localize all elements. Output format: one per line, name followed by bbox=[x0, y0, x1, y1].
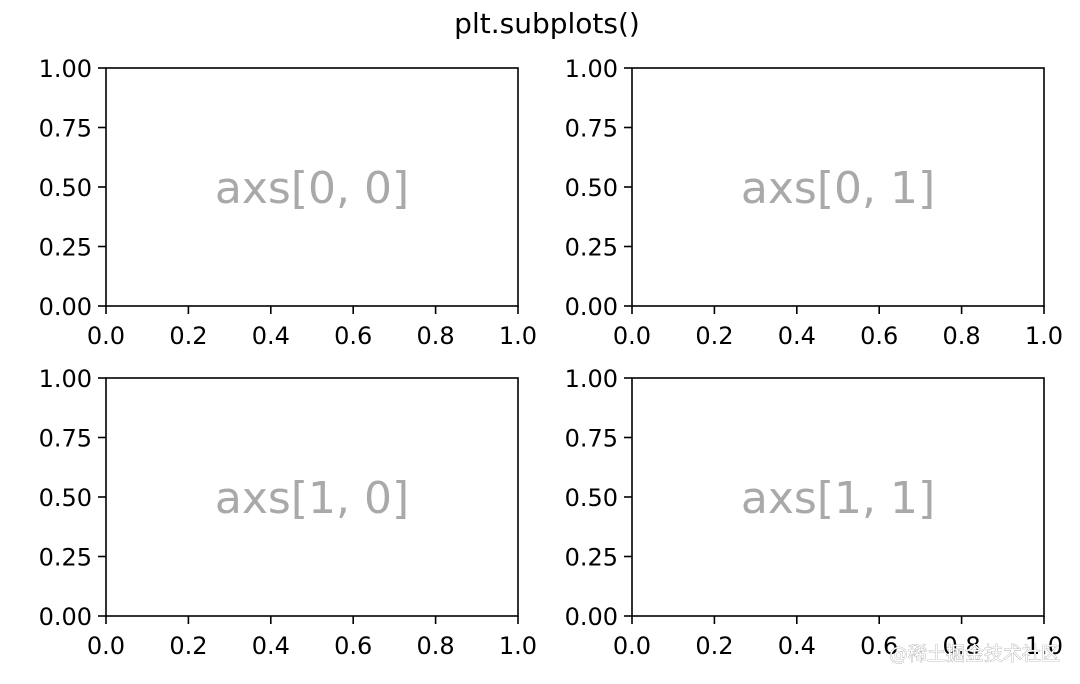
x-tick-label: 0.0 bbox=[613, 632, 651, 660]
axes-placeholder-label: axs[0, 1] bbox=[741, 163, 935, 214]
y-tick-label: 0.25 bbox=[39, 234, 92, 262]
figure-suptitle: plt.subplots() bbox=[454, 7, 640, 40]
axes-placeholder-label: axs[1, 0] bbox=[215, 473, 409, 524]
y-tick-label: 1.00 bbox=[39, 365, 92, 393]
subplot-axes: 0.0 0.2 0.4 0.6 0.8 1.0 0.00 0.25 0.50 0.75 1.00 ax… bbox=[565, 55, 1064, 350]
y-tick-label: 0.00 bbox=[39, 293, 92, 321]
axes-grid: 0.0 0.2 0.4 0.6 0.8 1.0 0.00 0.25 0.50 0.75 1.00 ax… bbox=[39, 55, 1064, 660]
x-tick-label: 0.8 bbox=[943, 322, 981, 350]
x-tick-label: 0.2 bbox=[169, 322, 207, 350]
y-tick-label: 0.50 bbox=[39, 484, 92, 512]
x-tick-label: 0.0 bbox=[613, 322, 651, 350]
x-tick-label: 0.6 bbox=[334, 632, 372, 660]
x-tick-label: 0.6 bbox=[860, 632, 898, 660]
y-tick-label: 0.50 bbox=[39, 174, 92, 202]
x-tick-label: 0.6 bbox=[860, 322, 898, 350]
x-tick-label: 0.4 bbox=[778, 632, 816, 660]
x-tick-label: 0.8 bbox=[417, 632, 455, 660]
x-tick-label: 0.0 bbox=[87, 632, 125, 660]
subplot-axes: 0.0 0.2 0.4 0.6 0.8 1.0 0.00 0.25 0.50 0.75 1.00 ax… bbox=[39, 55, 538, 350]
x-tick-label: 0.2 bbox=[695, 322, 733, 350]
x-tick-label: 0.4 bbox=[252, 322, 290, 350]
x-tick-label: 0.8 bbox=[417, 322, 455, 350]
x-tick-label: 0.2 bbox=[169, 632, 207, 660]
x-tick-label: 0.8 bbox=[943, 632, 981, 660]
y-tick-label: 0.25 bbox=[565, 234, 618, 262]
x-tick-label: 1.0 bbox=[499, 322, 537, 350]
x-tick-label: 1.0 bbox=[1025, 322, 1063, 350]
x-tick-label: 0.6 bbox=[334, 322, 372, 350]
y-tick-label: 0.00 bbox=[565, 293, 618, 321]
axes-placeholder-label: axs[0, 0] bbox=[215, 163, 409, 214]
x-tick-label: 1.0 bbox=[499, 632, 537, 660]
y-tick-label: 0.75 bbox=[565, 425, 618, 453]
y-tick-label: 1.00 bbox=[565, 365, 618, 393]
x-tick-label: 0.4 bbox=[252, 632, 290, 660]
y-tick-label: 1.00 bbox=[39, 55, 92, 83]
y-tick-label: 0.75 bbox=[39, 425, 92, 453]
y-tick-label: 0.00 bbox=[39, 603, 92, 631]
axes-placeholder-label: axs[1, 1] bbox=[741, 473, 935, 524]
x-tick-label: 0.2 bbox=[695, 632, 733, 660]
y-tick-label: 0.50 bbox=[565, 174, 618, 202]
watermark-text: @稀土掘金技术社区 bbox=[889, 643, 1060, 665]
y-tick-label: 0.00 bbox=[565, 603, 618, 631]
y-tick-label: 0.25 bbox=[565, 544, 618, 572]
y-tick-label: 0.50 bbox=[565, 484, 618, 512]
x-tick-label: 0.4 bbox=[778, 322, 816, 350]
y-tick-label: 0.75 bbox=[39, 115, 92, 143]
subplot-axes: 0.0 0.2 0.4 0.6 0.8 1.0 0.00 0.25 0.50 0.75 1.00 ax… bbox=[565, 365, 1064, 660]
y-tick-label: 1.00 bbox=[565, 55, 618, 83]
x-tick-label: 0.0 bbox=[87, 322, 125, 350]
x-tick-label: 1.0 bbox=[1025, 632, 1063, 660]
y-tick-label: 0.75 bbox=[565, 115, 618, 143]
y-tick-label: 0.25 bbox=[39, 544, 92, 572]
subplot-axes: 0.0 0.2 0.4 0.6 0.8 1.0 0.00 0.25 0.50 0.75 1.00 ax… bbox=[39, 365, 538, 660]
